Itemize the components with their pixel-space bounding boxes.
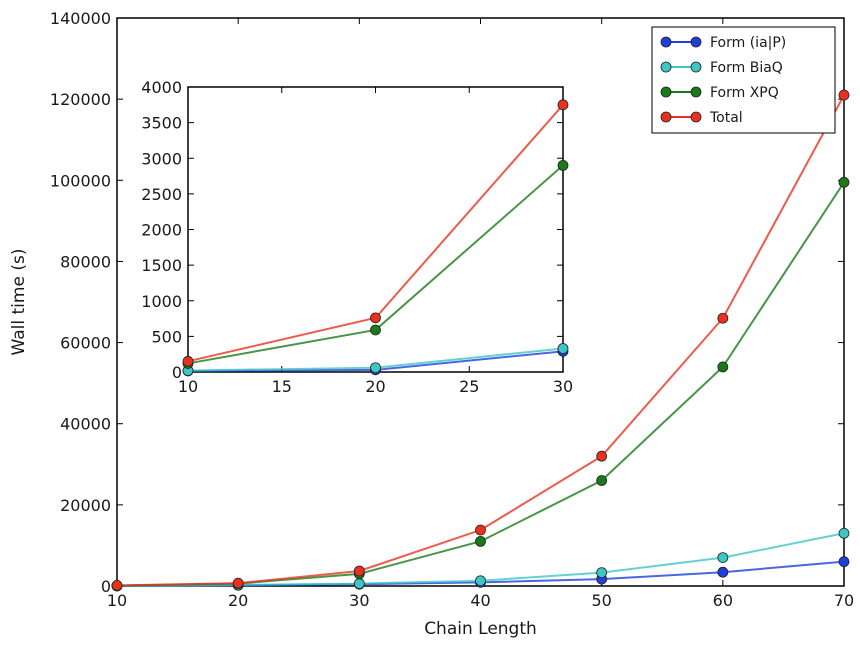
main-point-form-xpq [717, 361, 729, 373]
main-point-form-xpq [838, 176, 850, 188]
inset-ytick-label: 2500 [141, 185, 182, 204]
main-xtick-label: 20 [228, 591, 248, 610]
legend-marker-form-xpq [690, 86, 702, 98]
main-point-form-xpq [475, 535, 486, 547]
inset-ytick-label: 3500 [141, 114, 182, 133]
main-point-total [111, 579, 123, 591]
inset-point-form-xpq [557, 159, 569, 171]
main-point-total [717, 312, 729, 324]
main-point-form-biaq [475, 575, 486, 587]
legend-marker-form-biaq [660, 61, 672, 73]
inset-point-form-xpq [370, 324, 381, 336]
inset-point-form-biaq [370, 362, 381, 374]
inset-xtick-label: 20 [365, 377, 385, 396]
inset-xtick-label: 10 [178, 377, 198, 396]
legend-marker-total [660, 111, 672, 123]
main-xtick-label: 30 [349, 591, 369, 610]
inset-xtick-label: 30 [553, 377, 573, 396]
main-ytick-label: 40000 [60, 415, 111, 434]
main-point-form-biaq [596, 567, 608, 579]
inset-frame [187, 86, 564, 373]
main-point-form-biaq [353, 578, 365, 589]
inset-xtick-label: 15 [272, 377, 292, 396]
main-point-total [838, 89, 850, 101]
main-xtick-label: 10 [107, 591, 127, 610]
main-point-form-xpq [596, 475, 608, 486]
legend-marker-form-xpq [660, 86, 672, 98]
main-ytick-label: 20000 [60, 496, 111, 515]
legend-marker-form-ia-p [660, 36, 672, 48]
main-ytick-label: 120000 [50, 90, 111, 109]
legend-marker-form-ia-p [690, 36, 702, 48]
inset-ytick-label: 1500 [141, 256, 182, 275]
main-point-total [475, 524, 486, 536]
inset-ytick-label: 2000 [141, 221, 182, 240]
main-point-form-ia-p [717, 566, 729, 578]
inset-point-total [557, 99, 569, 111]
main-x-axis-title: Chain Length [424, 619, 537, 639]
inset-point-form-biaq [557, 343, 569, 354]
inset-ytick-label: 3000 [141, 149, 182, 168]
main-point-total [353, 565, 365, 577]
inset-ytick-label: 0 [172, 363, 182, 382]
legend-label-total: Total [709, 110, 743, 126]
inset-plot: 10 15 20 25 30 0 500 1000 1500 2000 2500 3000 3500 40… [141, 78, 573, 396]
main-ytick-label: 60000 [60, 334, 111, 353]
main-point-form-biaq [838, 527, 850, 539]
main-xtick-label: 50 [591, 591, 611, 610]
legend: Form (ia|P) Form BiaQ Form XPQ Total [651, 26, 836, 134]
main-point-total [596, 450, 608, 462]
legend-label-form-ia-p: Form (ia|P) [710, 35, 786, 51]
inset-ytick-label: 500 [151, 327, 182, 346]
main-point-total [232, 577, 244, 589]
main-ytick-label: 0 [101, 577, 111, 596]
main-point-form-ia-p [838, 556, 850, 568]
main-xtick-label: 60 [713, 591, 733, 610]
main-ytick-label: 100000 [50, 171, 111, 190]
inset-ytick-label: 4000 [141, 78, 182, 97]
main-xtick-label: 70 [834, 591, 854, 610]
main-ytick-label: 140000 [50, 9, 111, 28]
main-xtick-label: 40 [470, 591, 490, 610]
inset-xtick-label: 25 [459, 377, 479, 396]
inset-point-total [182, 355, 194, 367]
inset-point-total [370, 312, 381, 324]
legend-marker-total [690, 111, 702, 123]
main-point-form-biaq [717, 552, 729, 563]
main-ytick-label: 80000 [60, 252, 111, 271]
legend-box [651, 26, 836, 134]
legend-label-form-xpq: Form XPQ [710, 85, 779, 101]
inset-ytick-label: 1000 [141, 292, 182, 311]
main-y-axis-title: Wall time (s) [9, 249, 29, 356]
legend-label-form-biaq: Form BiaQ [710, 60, 783, 76]
legend-marker-form-biaq [690, 61, 702, 73]
